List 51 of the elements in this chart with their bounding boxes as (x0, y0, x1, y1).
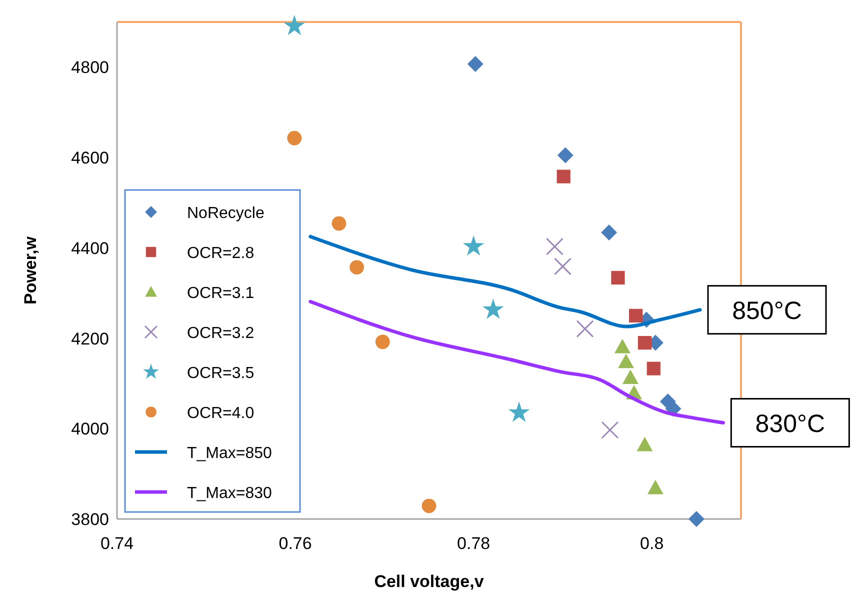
y-tick-label: 4800 (71, 58, 109, 78)
point (287, 130, 302, 146)
legend-label: OCR=3.2 (187, 325, 254, 342)
y-tick-label: 4600 (71, 148, 109, 168)
legend-label: NoRecycle (187, 205, 264, 222)
point (576, 320, 594, 338)
point (350, 260, 364, 275)
point (467, 56, 484, 72)
legend-label: T_Max=850 (187, 445, 272, 462)
point (332, 216, 346, 231)
annotation: 850°C (732, 296, 802, 325)
point (554, 258, 572, 276)
point (629, 308, 643, 322)
line-series (308, 300, 725, 425)
point (284, 14, 306, 36)
point (546, 238, 564, 256)
y-tick-label: 3800 (71, 510, 109, 529)
point (462, 235, 484, 256)
point (618, 354, 634, 368)
point (601, 421, 619, 439)
point (688, 511, 704, 527)
legend-label: OCR=3.1 (187, 285, 254, 302)
point (622, 370, 638, 384)
x-tick-label: 0.8 (640, 534, 664, 553)
point (614, 338, 630, 354)
point (422, 498, 436, 514)
point (636, 436, 653, 452)
point (611, 270, 625, 285)
line-series (308, 234, 702, 328)
x-axis-title: Cell voltage,v (374, 572, 484, 591)
y-tick-label: 4400 (71, 238, 109, 258)
y-axis-title: Power,w (21, 236, 40, 305)
x-tick-label: 0.78 (457, 534, 490, 553)
legend-label: T_Max=830 (187, 485, 272, 502)
point (557, 147, 574, 164)
point (508, 402, 530, 422)
legend-label: OCR=2.8 (187, 245, 254, 262)
y-tick-label: 4200 (71, 329, 109, 348)
legend-label: OCR=3.5 (187, 365, 254, 382)
point (375, 334, 390, 350)
point (646, 362, 660, 376)
x-tick-label: 0.74 (100, 534, 134, 553)
text: 830°C (755, 410, 826, 438)
point (601, 224, 618, 241)
point (482, 298, 504, 319)
point (638, 336, 652, 350)
y-tick-label: 4000 (71, 420, 109, 439)
x-tick-label: 0.76 (278, 534, 312, 553)
legend-label: OCR=4.0 (187, 405, 254, 422)
point (647, 480, 664, 494)
point (556, 170, 570, 184)
